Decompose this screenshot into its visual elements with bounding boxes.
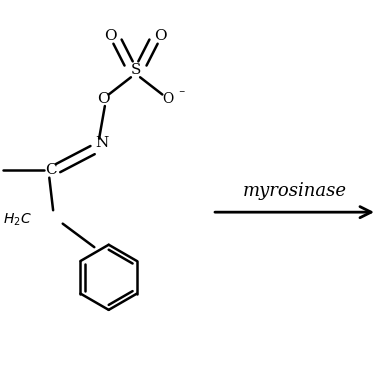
Text: C: C [46, 163, 57, 177]
Text: myrosinase: myrosinase [242, 182, 347, 200]
Text: $H_2C$: $H_2C$ [3, 212, 32, 228]
Text: O: O [154, 29, 167, 43]
Text: S: S [130, 63, 141, 77]
Text: O: O [163, 92, 174, 106]
Text: O: O [104, 29, 117, 43]
Text: O: O [96, 92, 109, 106]
Text: $^-$: $^-$ [176, 90, 186, 100]
Text: N: N [95, 136, 108, 150]
